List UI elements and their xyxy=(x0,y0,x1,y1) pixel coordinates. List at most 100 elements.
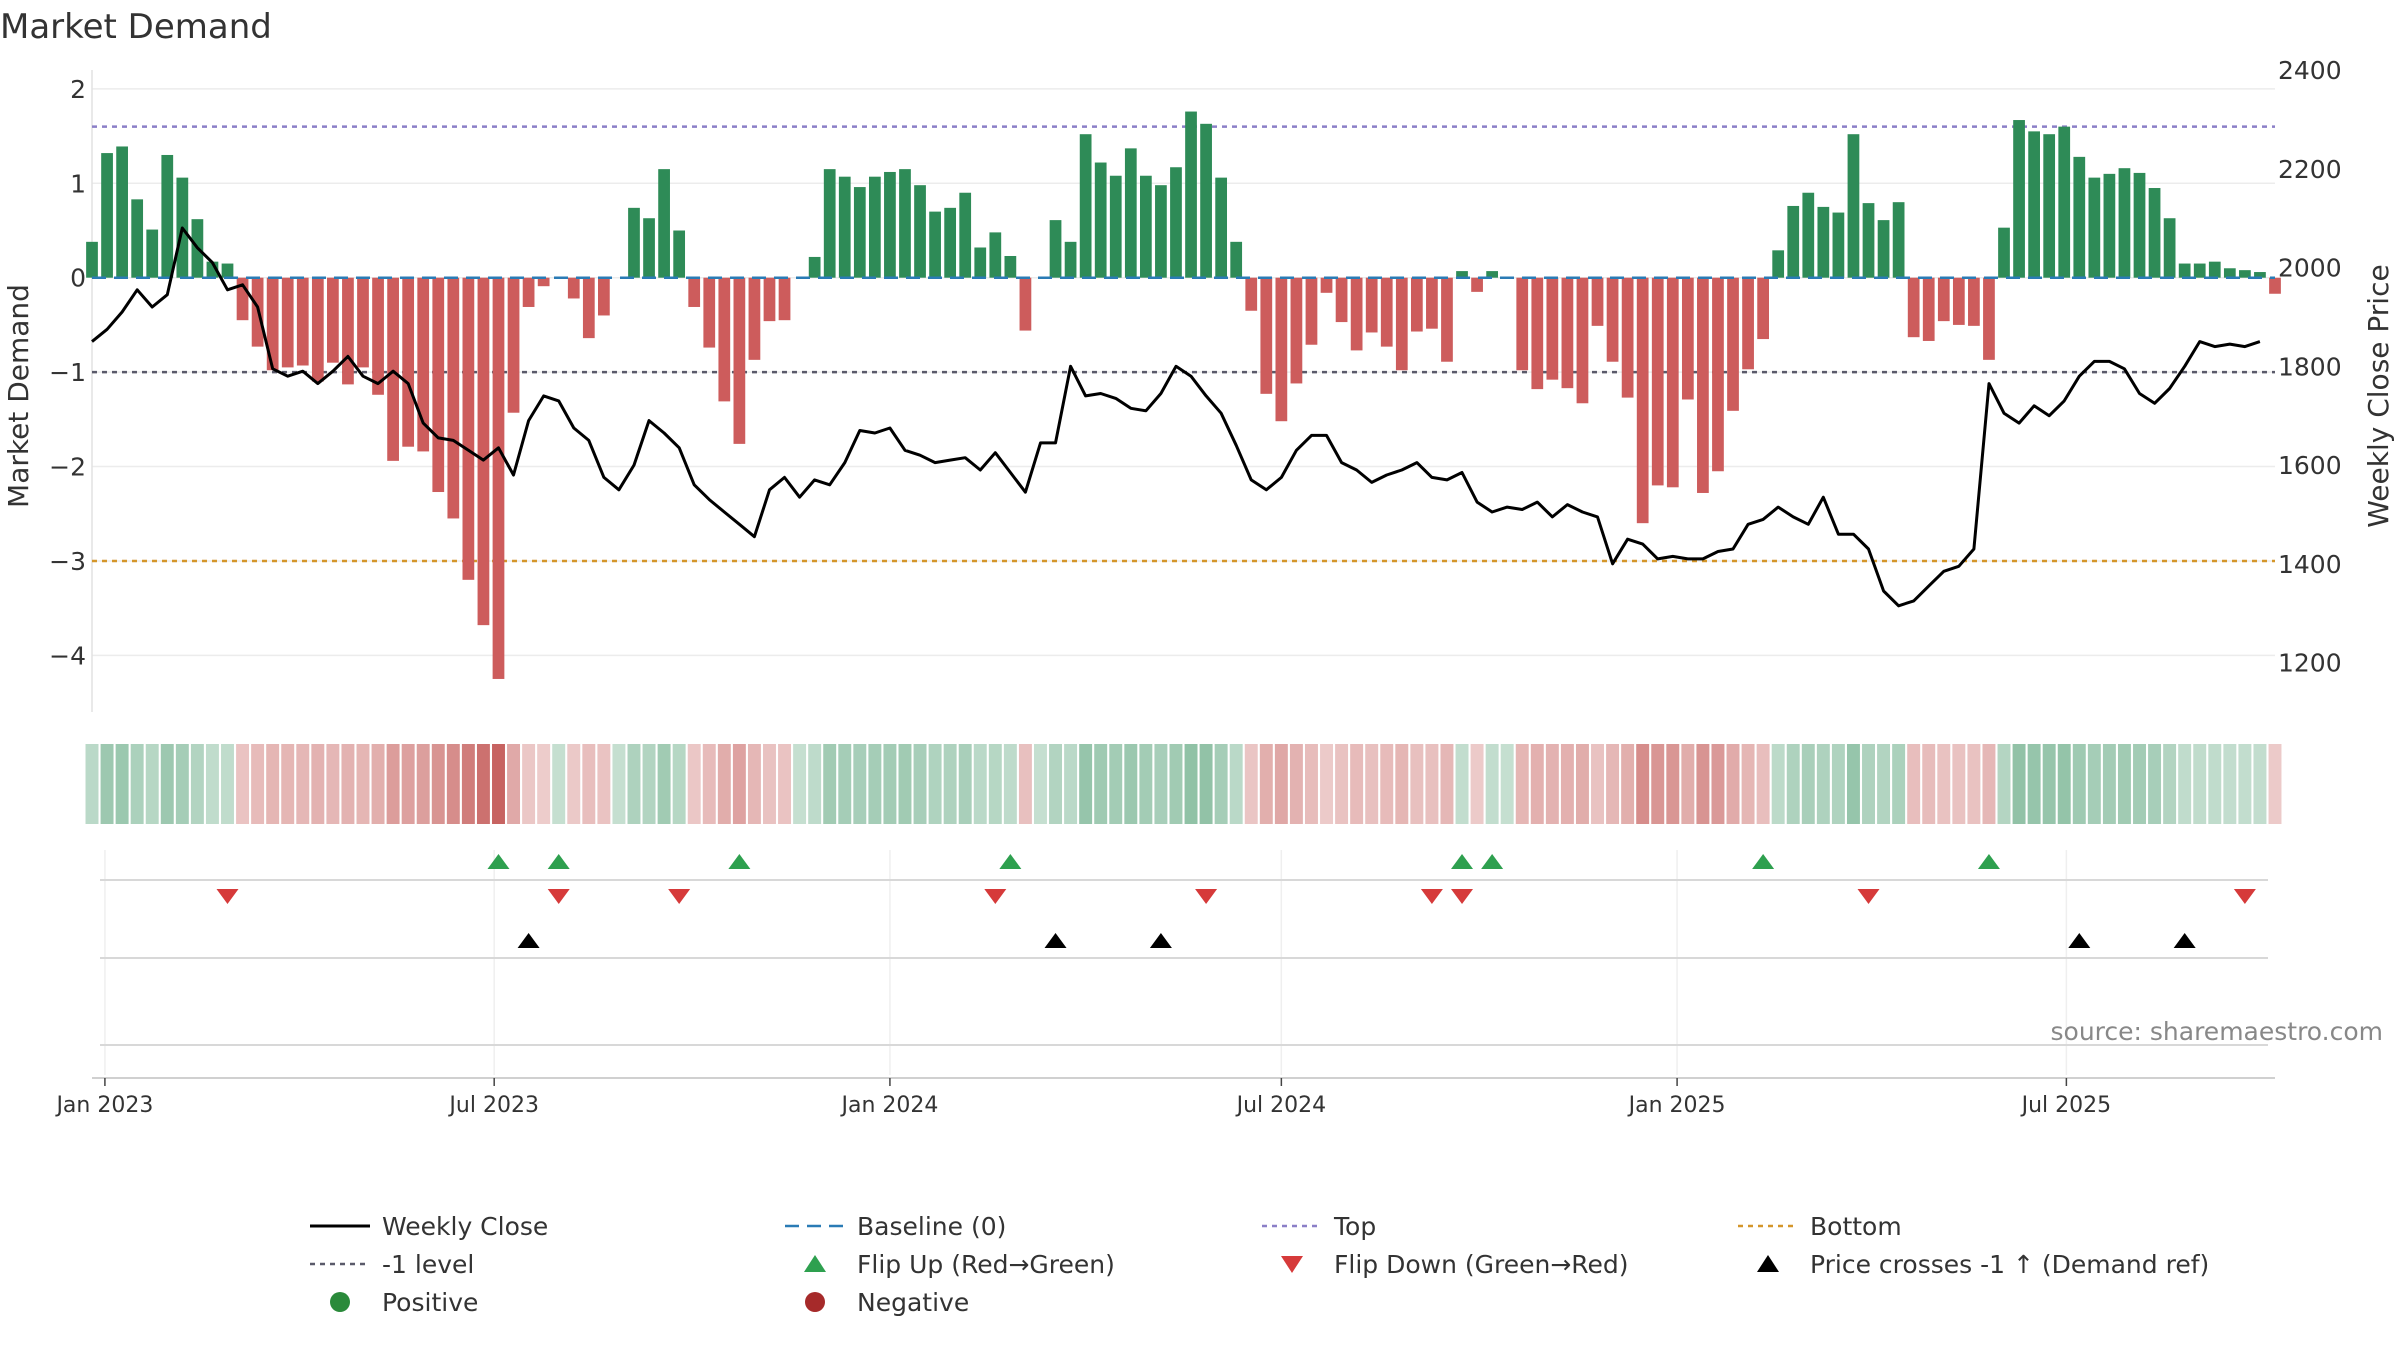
flip-down-marker xyxy=(547,889,570,904)
flip-up-marker xyxy=(1977,854,2000,869)
heat-cell-positive xyxy=(1877,744,1891,824)
negative-bar xyxy=(266,277,279,371)
x-tick-label: Jul 2023 xyxy=(447,1093,539,1118)
negative-bar xyxy=(492,277,505,679)
negative-bar xyxy=(1410,277,1423,332)
heat-cell-negative xyxy=(371,744,385,824)
heat-cell-positive xyxy=(853,744,867,824)
heat-cell-positive xyxy=(1771,744,1785,824)
heat-cell-negative xyxy=(1395,744,1409,824)
negative-bar xyxy=(1561,277,1574,389)
y-right-tick-label: 2400 xyxy=(2278,56,2342,85)
heat-cell-positive xyxy=(1064,744,1078,824)
heat-cell-negative xyxy=(582,744,596,824)
negative-bar xyxy=(387,277,399,461)
positive-bar xyxy=(1139,175,1152,278)
positive-bar xyxy=(86,241,98,278)
heat-cell-positive xyxy=(85,744,99,824)
negative-bar xyxy=(1712,277,1724,472)
y-right-tick-label: 2000 xyxy=(2278,254,2342,283)
negative-bar xyxy=(688,277,701,307)
positive-bar xyxy=(2254,272,2266,278)
negative-bar xyxy=(507,277,520,413)
negative-bar xyxy=(1742,277,1754,370)
legend-swatch-triangle-down xyxy=(1281,1256,1303,1273)
negative-bar xyxy=(1606,277,1619,362)
heat-cell-positive xyxy=(793,744,807,824)
heat-cell-negative xyxy=(1259,744,1273,824)
flip-down-marker xyxy=(668,889,691,904)
positive-bar xyxy=(2058,126,2071,278)
positive-bar xyxy=(884,171,896,278)
positive-bar xyxy=(628,207,640,278)
heat-cell-positive xyxy=(2193,744,2207,824)
heat-cell-positive xyxy=(2057,744,2071,824)
positive-bar xyxy=(1847,134,1860,278)
heat-cell-negative xyxy=(1922,744,1936,824)
positive-bar xyxy=(2163,218,2176,278)
heat-cell-positive xyxy=(1816,744,1830,824)
heat-cell-positive xyxy=(2027,744,2041,824)
heat-cell-positive xyxy=(2253,744,2267,824)
price-cross-marker xyxy=(1044,933,1067,948)
negative-bar xyxy=(1651,277,1664,486)
legend-label: Weekly Close xyxy=(382,1212,548,1241)
heat-cell-positive xyxy=(1139,744,1153,824)
heat-cell-negative xyxy=(1636,744,1650,824)
heat-cell-negative xyxy=(236,744,250,824)
heat-cell-negative xyxy=(537,744,551,824)
negative-bar xyxy=(748,277,761,360)
source-annotation: source: sharemaestro.com xyxy=(2051,1017,2384,1046)
heat-cell-negative xyxy=(386,744,400,824)
flip-down-marker xyxy=(2233,889,2256,904)
heat-cell-positive xyxy=(1455,744,1469,824)
heat-cell-negative xyxy=(567,744,581,824)
heat-cell-positive xyxy=(1786,744,1800,824)
negative-bar xyxy=(1290,277,1303,384)
heat-cell-negative xyxy=(1350,744,1364,824)
negative-bar xyxy=(236,277,249,321)
heat-cell-positive xyxy=(175,744,189,824)
negative-bar xyxy=(402,277,415,447)
heat-cell-positive xyxy=(2117,744,2131,824)
y-right-tick-label: 1400 xyxy=(2278,550,2342,579)
positive-bar xyxy=(2028,131,2040,278)
negative-bar xyxy=(718,277,731,402)
heat-cell-negative xyxy=(507,744,521,824)
heat-cell-positive xyxy=(2238,744,2252,824)
heat-cell-positive xyxy=(2042,744,2056,824)
positive-bar xyxy=(101,153,113,278)
heat-cell-negative xyxy=(326,744,340,824)
heat-cell-positive xyxy=(1801,744,1815,824)
negative-bar xyxy=(1937,277,1950,322)
flip-down-marker xyxy=(984,889,1007,904)
flip-up-marker xyxy=(487,854,510,869)
positive-bar xyxy=(1064,241,1077,278)
positive-bar xyxy=(221,263,234,278)
heat-cell-negative xyxy=(1937,744,1951,824)
heat-cell-negative xyxy=(1741,744,1755,824)
heat-cell-negative xyxy=(461,744,475,824)
heat-cell-negative xyxy=(1666,744,1680,824)
legend-swatch-triangle-up xyxy=(804,1255,826,1272)
heat-cell-negative xyxy=(1380,744,1394,824)
heat-cell-negative xyxy=(1470,744,1484,824)
heat-cell-negative xyxy=(1304,744,1318,824)
positive-bar xyxy=(673,230,686,278)
weekly-close-line xyxy=(91,226,2261,608)
positive-bar xyxy=(1862,203,1875,278)
flip-up-marker xyxy=(1451,854,1474,869)
negative-bar xyxy=(1335,277,1348,323)
positive-bar xyxy=(1832,212,1845,278)
positive-bar xyxy=(853,187,866,278)
heat-cell-positive xyxy=(2087,744,2101,824)
legend-label: Bottom xyxy=(1810,1212,1902,1241)
positive-bar xyxy=(146,229,159,278)
heat-cell-negative xyxy=(266,744,280,824)
y-ticks-right: 2400 2200 2000 1800 1600 1400 1200 xyxy=(2278,56,2342,678)
negative-bar xyxy=(1757,277,1769,340)
positive-bar xyxy=(2193,263,2206,278)
positive-bar xyxy=(2043,134,2056,278)
legend-swatch-circle xyxy=(805,1292,825,1312)
